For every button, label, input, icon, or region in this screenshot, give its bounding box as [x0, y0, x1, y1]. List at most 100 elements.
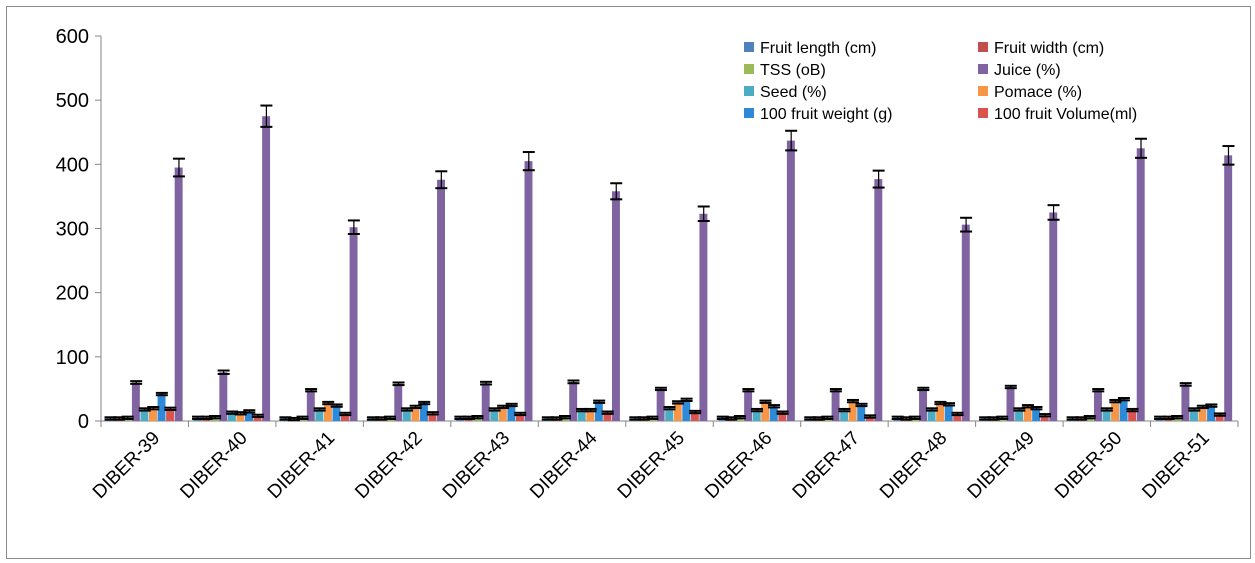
- bar: [490, 409, 499, 421]
- bar: [944, 404, 953, 421]
- category-label: DIBER-49: [964, 428, 1039, 503]
- bar: [515, 413, 524, 421]
- legend-label: 100 fruit weight (g): [760, 106, 893, 123]
- legend-label: 100 fruit Volume(ml): [994, 106, 1137, 123]
- category-label: DIBER-40: [176, 428, 251, 503]
- legend-label: Pomace (%): [994, 84, 1082, 101]
- bar: [253, 415, 262, 421]
- y-tick-label: 0: [78, 411, 89, 433]
- bar: [761, 401, 770, 421]
- bar: [498, 406, 507, 421]
- bar: [953, 413, 962, 421]
- bar: [131, 382, 140, 421]
- bar: [1015, 409, 1024, 421]
- bar: [665, 408, 674, 421]
- legend: Fruit length (cm) Fruit width (cm) TSS (oB…: [744, 40, 1137, 123]
- category-label: DIBER-51: [1138, 428, 1213, 503]
- bar: [1111, 401, 1120, 421]
- bar: [1023, 406, 1032, 421]
- bar: [961, 224, 970, 421]
- bar: [1102, 409, 1111, 421]
- bar: [1128, 410, 1137, 421]
- bar: [752, 410, 761, 421]
- bar: [524, 161, 533, 421]
- bar: [411, 406, 420, 421]
- bar: [174, 167, 183, 421]
- legend-swatch: [744, 42, 754, 52]
- category-label: DIBER-48: [876, 428, 951, 503]
- bar: [149, 408, 157, 421]
- category-label: DIBER-45: [614, 428, 689, 503]
- bar: [1198, 406, 1207, 421]
- legend-swatch: [978, 86, 988, 96]
- y-tick-label: 600: [56, 26, 89, 48]
- bar: [1189, 409, 1198, 421]
- category-label: DIBER-47: [789, 428, 864, 503]
- bar: [744, 390, 753, 421]
- legend-label: Fruit length (cm): [760, 40, 876, 57]
- bar: [1032, 408, 1041, 421]
- bar: [157, 394, 166, 421]
- bar: [1049, 212, 1058, 421]
- bar: [786, 140, 795, 421]
- category-label: DIBER-42: [351, 428, 426, 503]
- bar: [865, 416, 874, 421]
- bar: [332, 405, 341, 421]
- bar: [1207, 405, 1216, 421]
- bar: [778, 412, 787, 421]
- legend-label: TSS (oB): [760, 62, 826, 79]
- bar: [857, 404, 866, 421]
- bar: [227, 412, 236, 421]
- bar: [699, 213, 708, 421]
- bar: [569, 381, 578, 421]
- legend-swatch: [744, 86, 754, 96]
- bar: [323, 403, 332, 421]
- y-tick-label: 100: [56, 347, 89, 369]
- bar: [1181, 384, 1190, 421]
- bar: [1040, 415, 1049, 421]
- bar: [690, 412, 699, 421]
- bar: [402, 409, 411, 421]
- y-tick-label: 200: [56, 283, 89, 305]
- bar: [1119, 399, 1128, 421]
- bar: [927, 409, 936, 421]
- bar: [577, 410, 586, 421]
- bar: [219, 372, 228, 421]
- bar: [682, 399, 691, 421]
- bar: [1006, 386, 1015, 421]
- bar: [236, 413, 245, 421]
- y-tick-label: 500: [56, 90, 89, 112]
- bar: [656, 388, 665, 421]
- bar: [1215, 414, 1224, 421]
- bar: [437, 179, 445, 421]
- legend-swatch: [978, 64, 988, 74]
- category-label: DIBER-50: [1051, 428, 1126, 503]
- legend-label: Juice (%): [994, 62, 1061, 79]
- bar: [1093, 390, 1102, 421]
- category-label: DIBER-46: [701, 428, 776, 503]
- bar: [848, 401, 857, 421]
- bars: [106, 116, 1233, 421]
- legend-swatch: [978, 42, 988, 52]
- bar: [306, 390, 315, 421]
- legend-swatch: [744, 108, 754, 118]
- bar: [831, 390, 840, 421]
- category-label: DIBER-44: [526, 427, 602, 503]
- bar: [586, 410, 595, 421]
- bar: [262, 116, 271, 421]
- legend-label: Seed (%): [760, 84, 827, 101]
- chart-frame: [6, 6, 1251, 559]
- error-bars: [104, 104, 1235, 422]
- category-label: DIBER-41: [264, 428, 339, 503]
- y-tick-label: 400: [56, 154, 89, 176]
- legend-swatch: [978, 108, 988, 118]
- bar: [245, 411, 253, 421]
- bar: [840, 410, 849, 421]
- bar: [481, 383, 490, 421]
- y-tick-label: 300: [56, 219, 89, 241]
- bar: [594, 401, 603, 421]
- bar: [507, 404, 516, 421]
- bar: [1136, 148, 1145, 421]
- category-label: DIBER-43: [439, 428, 514, 503]
